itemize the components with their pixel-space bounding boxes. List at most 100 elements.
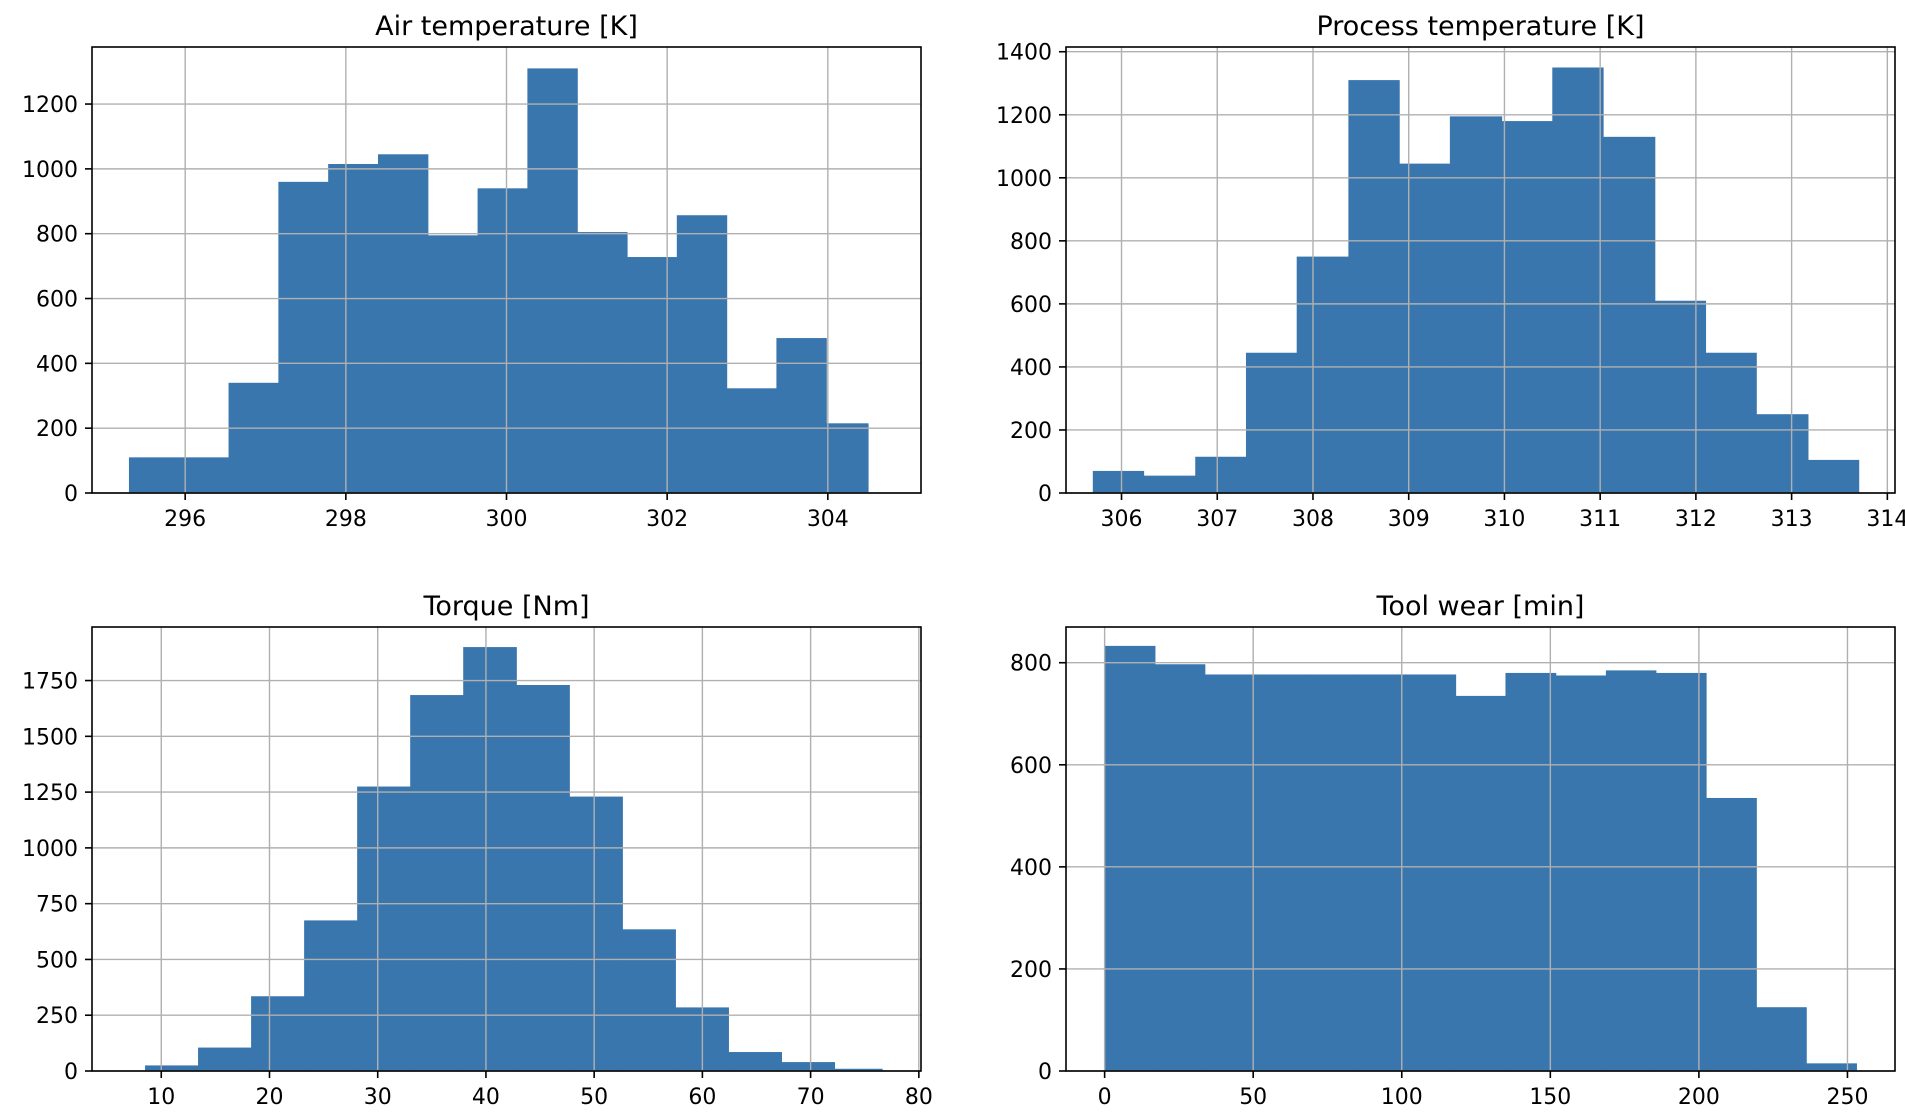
y-tick-label: 750 — [36, 893, 78, 918]
histogram-bar — [676, 215, 728, 493]
torque-y-axis: 0 250 500 750 1000 1250 1500 1750 — [22, 670, 92, 1085]
x-tick-label: 50 — [580, 1085, 608, 1110]
y-tick-label: 0 — [1038, 1060, 1052, 1085]
y-tick-label: 1200 — [996, 104, 1052, 129]
tool-wear-x-axis: 0 50 100 150 200 250 — [1098, 1071, 1868, 1110]
y-tick-label: 600 — [1010, 754, 1052, 779]
histogram-bar — [178, 457, 230, 493]
x-tick-label: 309 — [1388, 507, 1430, 532]
x-tick-label: 70 — [797, 1085, 825, 1110]
histogram-bar — [834, 1068, 883, 1071]
histogram-bar — [463, 647, 517, 1071]
y-tick-label: 800 — [1010, 652, 1052, 677]
x-tick-label: 314 — [1866, 507, 1905, 532]
histogram-bar — [569, 796, 623, 1071]
x-tick-label: 310 — [1483, 507, 1525, 532]
histogram-bar — [527, 68, 578, 493]
air-temperature-y-axis: 0 200 400 600 800 1000 1200 — [22, 93, 92, 507]
histogram-bar — [128, 457, 180, 493]
histogram-bar — [251, 996, 305, 1071]
x-tick-label: 296 — [164, 507, 206, 532]
histogram-bar — [1092, 470, 1145, 493]
x-tick-label: 100 — [1381, 1085, 1423, 1110]
histogram-bar — [1405, 674, 1457, 1071]
tool-wear-axes-frame — [1065, 626, 1896, 1072]
histogram-bar — [1154, 664, 1206, 1071]
y-tick-label: 1750 — [22, 670, 78, 695]
histogram-bar — [198, 1047, 252, 1071]
y-tick-label: 0 — [64, 482, 78, 507]
chart-title-torque: Torque [Nm] — [422, 591, 589, 622]
histogram-bar — [1605, 670, 1657, 1071]
histogram-bar — [1756, 1007, 1807, 1071]
histogram-bar — [1449, 116, 1503, 493]
histogram-bar — [577, 232, 628, 494]
x-tick-label: 40 — [472, 1085, 500, 1110]
y-tick-label: 400 — [1010, 356, 1052, 381]
histogram-bar — [1603, 136, 1656, 493]
histogram-bar — [427, 235, 479, 494]
histogram-bar — [1756, 414, 1809, 493]
y-tick-label: 600 — [1010, 293, 1052, 318]
torque-axes-frame — [91, 626, 922, 1072]
y-tick-label: 400 — [1010, 856, 1052, 881]
x-tick-label: 250 — [1826, 1085, 1868, 1110]
histogram-bar — [1204, 674, 1256, 1071]
histogram-bar — [1355, 674, 1406, 1071]
histogram-bar — [1705, 352, 1757, 493]
air-temperature-x-axis: 296 298 300 302 304 — [164, 493, 849, 532]
histogram-bar — [781, 1062, 836, 1071]
histogram-bar — [145, 1065, 199, 1071]
y-tick-label: 600 — [36, 288, 78, 313]
x-tick-label: 30 — [364, 1085, 392, 1110]
x-tick-label: 304 — [807, 507, 849, 532]
x-tick-label: 150 — [1529, 1085, 1571, 1110]
y-tick-label: 0 — [1038, 482, 1052, 507]
y-tick-label: 200 — [36, 417, 78, 442]
histogram-bar — [1807, 459, 1860, 493]
x-tick-label: 20 — [255, 1085, 283, 1110]
y-tick-label: 250 — [36, 1004, 78, 1029]
histogram-bar — [1505, 672, 1557, 1071]
process-temperature-axes-frame — [1065, 46, 1896, 494]
histogram-bar — [1245, 352, 1298, 493]
x-tick-label: 311 — [1579, 507, 1621, 532]
process-temperature-y-axis: 0 200 400 600 800 1000 1200 1400 — [996, 41, 1066, 507]
y-tick-label: 1500 — [22, 725, 78, 750]
tool-wear-y-axis: 0 200 400 600 800 — [1010, 652, 1066, 1085]
histogram-bar — [728, 1052, 782, 1071]
y-tick-label: 1200 — [22, 93, 78, 118]
histogram-bar — [228, 382, 279, 493]
torque-gridlines — [92, 627, 921, 1072]
histogram-bar — [1706, 797, 1757, 1071]
histogram-bar — [776, 338, 827, 493]
y-tick-label: 1000 — [22, 837, 78, 862]
histogram-bar — [1296, 256, 1349, 493]
air-temperature-bars — [128, 68, 869, 494]
process-temperature-histogram: Process temperature [K] 306 307 308 309 310 3… — [996, 11, 1905, 532]
histogram-bar — [1195, 456, 1247, 493]
y-tick-label: 400 — [36, 352, 78, 377]
torque-x-axis: 10 20 30 40 50 60 70 80 — [147, 1071, 933, 1110]
y-tick-label: 1000 — [996, 167, 1052, 192]
tool-wear-histogram: Tool wear [min] 0 50 100 150 200 250 0 200 400 60… — [1010, 591, 1896, 1110]
y-tick-label: 200 — [1010, 419, 1052, 444]
x-tick-label: 307 — [1196, 507, 1238, 532]
histogram-bar — [626, 257, 678, 493]
y-tick-label: 1250 — [22, 781, 78, 806]
chart-title-tool-wear: Tool wear [min] — [1376, 591, 1585, 622]
x-tick-label: 312 — [1675, 507, 1717, 532]
x-tick-label: 50 — [1239, 1085, 1267, 1110]
y-tick-label: 500 — [36, 948, 78, 973]
chart-title-air-temperature: Air temperature [K] — [375, 11, 638, 42]
torque-histogram: Torque [Nm] 10 20 30 40 50 60 70 80 0 250 500 750 10… — [22, 591, 933, 1110]
x-tick-label: 0 — [1098, 1085, 1112, 1110]
process-temperature-bars — [1092, 67, 1860, 494]
chart-title-process-temperature: Process temperature [K] — [1316, 11, 1644, 42]
x-tick-label: 302 — [646, 507, 688, 532]
histogram-bar — [477, 188, 528, 493]
histogram-bar — [1348, 80, 1400, 494]
histogram-bar — [622, 929, 676, 1071]
histogram-bar — [1655, 672, 1707, 1071]
x-tick-label: 306 — [1101, 507, 1143, 532]
